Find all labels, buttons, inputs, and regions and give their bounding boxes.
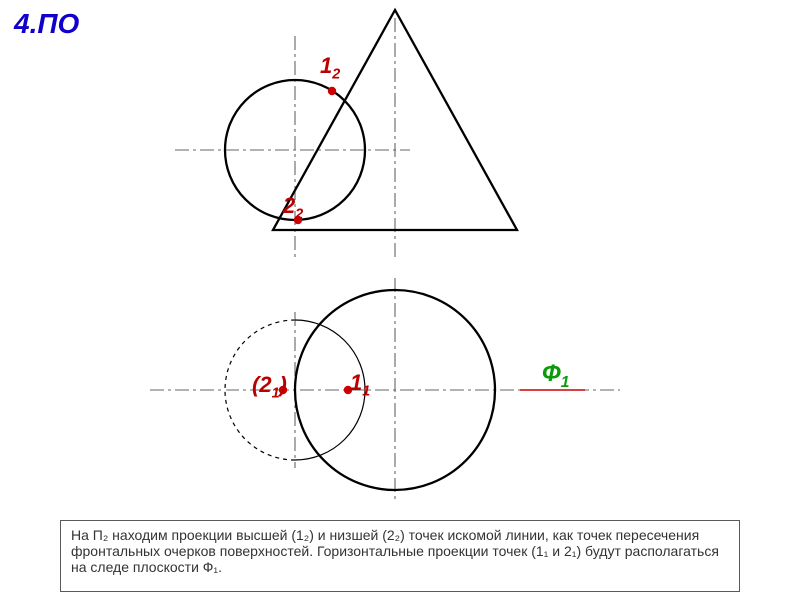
- lab-2-1: (21): [252, 374, 287, 401]
- lab-phi: Ф1: [542, 362, 569, 390]
- labels-layer: 12 22 11 (21) Ф1: [0, 0, 800, 600]
- lab-1-2: 12: [320, 55, 340, 82]
- lab-1-1: 11: [350, 372, 370, 399]
- caption-text: На П₂ находим проекции высшей (1₂) и низ…: [71, 527, 723, 575]
- lab-2-2: 22: [283, 195, 303, 222]
- caption-box: На П₂ находим проекции высшей (1₂) и низ…: [60, 520, 740, 592]
